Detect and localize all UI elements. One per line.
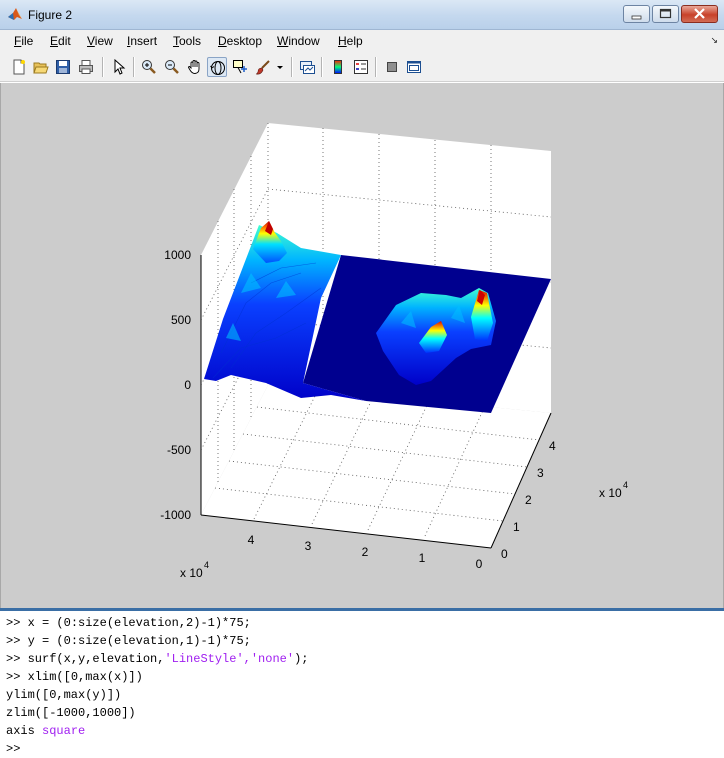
x-exponent-label: 4 — [204, 560, 209, 570]
minimize-icon — [631, 15, 642, 20]
command-window[interactable]: >> x = (0:size(elevation,2)-1)*75; >> y … — [0, 611, 724, 756]
floppy-disk-icon — [56, 60, 70, 74]
y-tick-label: 2 — [525, 493, 532, 507]
show-plot-tools-button[interactable] — [404, 57, 424, 77]
rotate-3d-icon — [210, 61, 225, 75]
save-button[interactable] — [53, 57, 73, 77]
y-axis-ticks: 0 1 2 3 4 x 10 4 — [501, 439, 628, 561]
title-bar[interactable]: Figure 2 — [0, 0, 724, 30]
rotate-3d-button[interactable] — [207, 57, 227, 77]
insert-legend-button[interactable] — [351, 57, 371, 77]
toolbar-separator — [102, 57, 104, 77]
z-tick-label: 500 — [171, 313, 191, 327]
menu-window[interactable]: Window — [277, 34, 320, 48]
menu-insert[interactable]: Insert — [127, 34, 158, 48]
elevation-surface — [204, 221, 551, 413]
link-plot-icon — [300, 61, 315, 74]
toolbar-separator — [375, 57, 377, 77]
menu-help[interactable]: Help — [338, 34, 363, 48]
print-button[interactable] — [76, 57, 96, 77]
zoom-out-button[interactable] — [162, 57, 182, 77]
show-plot-tools-icon — [407, 61, 421, 73]
y-tick-label: 1 — [513, 520, 520, 534]
z-tick-label: -1000 — [160, 508, 191, 522]
hide-plot-tools-icon — [387, 62, 397, 72]
y-tick-label: 3 — [537, 466, 544, 480]
z-tick-label: 0 — [184, 378, 191, 392]
brush-icon — [255, 60, 270, 75]
brush-button[interactable] — [253, 57, 273, 77]
surface-plot-axes[interactable]: 1000 500 0 -500 -1000 4 3 2 1 0 x 10 4 0… — [1, 83, 723, 608]
command-line: >> xlim([0,max(x)]) — [6, 670, 143, 684]
close-button[interactable] — [681, 5, 718, 23]
menu-tools[interactable]: Tools — [173, 34, 202, 48]
data-cursor-button[interactable] — [230, 57, 250, 77]
command-prompt-input[interactable]: >> — [6, 742, 21, 756]
y-tick-label: 4 — [549, 439, 556, 453]
close-icon — [694, 8, 705, 19]
command-line: ylim([0,max(y)]) — [6, 688, 122, 702]
dropdown-arrow-icon — [277, 66, 283, 69]
maximize-icon — [659, 8, 672, 19]
x-axis-ticks: 4 3 2 1 0 x 10 4 — [180, 533, 483, 580]
zoom-out-icon — [165, 60, 179, 74]
x-tick-label: 2 — [362, 545, 369, 559]
menu-desktop[interactable]: Desktop — [218, 34, 263, 48]
new-figure-button[interactable] — [9, 57, 29, 77]
command-line: axis square — [6, 724, 86, 738]
insert-colorbar-button[interactable] — [328, 57, 348, 77]
menu-bar: File Edit View Insert Tools Desktop Wind… — [0, 30, 724, 52]
folder-open-icon — [33, 62, 49, 74]
command-line: >> y = (0:size(elevation,1)-1)*75; — [6, 634, 251, 648]
menu-file[interactable]: File — [14, 34, 34, 48]
toolbar-separator — [291, 57, 293, 77]
pan-button[interactable] — [185, 57, 205, 77]
x-tick-label: 1 — [419, 551, 426, 565]
window-title: Figure 2 — [28, 8, 73, 22]
z-axis-ticks: 1000 500 0 -500 -1000 — [160, 248, 191, 522]
link-plot-button[interactable] — [297, 57, 317, 77]
menu-view[interactable]: View — [87, 34, 113, 48]
y-multiplier-label: x 10 — [599, 486, 622, 500]
command-line: >> surf(x,y,elevation,'LineStyle','none'… — [6, 652, 309, 666]
hide-plot-tools-button[interactable] — [382, 57, 402, 77]
x-tick-label: 3 — [305, 539, 312, 553]
zoom-in-icon — [142, 60, 156, 74]
x-tick-label: 0 — [476, 557, 483, 571]
figure-canvas[interactable]: 1000 500 0 -500 -1000 4 3 2 1 0 x 10 4 0… — [0, 83, 724, 608]
menu-edit[interactable]: Edit — [50, 34, 71, 48]
figure-toolbar — [0, 52, 724, 82]
matlab-logo-icon — [8, 8, 22, 20]
data-cursor-icon — [233, 60, 247, 74]
toolbar-separator — [133, 57, 135, 77]
maximize-button[interactable] — [652, 5, 679, 23]
y-exponent-label: 4 — [623, 480, 628, 490]
minimize-button[interactable] — [623, 5, 650, 23]
brush-dropdown-button[interactable] — [274, 57, 284, 77]
printer-icon — [79, 60, 93, 74]
panel-divider[interactable] — [0, 608, 724, 611]
arrow-pointer-icon — [114, 59, 126, 75]
hand-pan-icon — [188, 60, 200, 74]
open-file-button[interactable] — [31, 57, 51, 77]
legend-icon — [354, 60, 368, 74]
zoom-in-button[interactable] — [139, 57, 159, 77]
x-tick-label: 4 — [248, 533, 255, 547]
toolbar-separator — [321, 57, 323, 77]
command-line: zlim([-1000,1000]) — [6, 706, 136, 720]
edit-plot-button[interactable] — [109, 57, 129, 77]
colorbar-icon — [334, 60, 342, 74]
x-multiplier-label: x 10 — [180, 566, 203, 580]
z-tick-label: 1000 — [164, 248, 191, 262]
dock-arrow-icon[interactable]: ↘ — [710, 35, 718, 45]
command-line: >> x = (0:size(elevation,2)-1)*75; — [6, 616, 251, 630]
y-tick-label: 0 — [501, 547, 508, 561]
new-file-icon — [13, 59, 25, 75]
z-tick-label: -500 — [167, 443, 191, 457]
